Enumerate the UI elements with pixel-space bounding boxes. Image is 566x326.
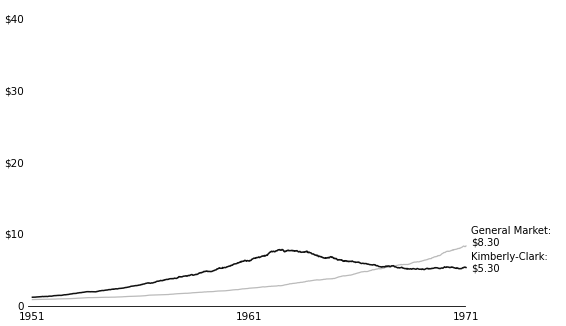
Text: Kimberly-Clark:
$5.30: Kimberly-Clark: $5.30 xyxy=(471,252,548,273)
Text: General Market:
$8.30: General Market: $8.30 xyxy=(471,226,551,247)
